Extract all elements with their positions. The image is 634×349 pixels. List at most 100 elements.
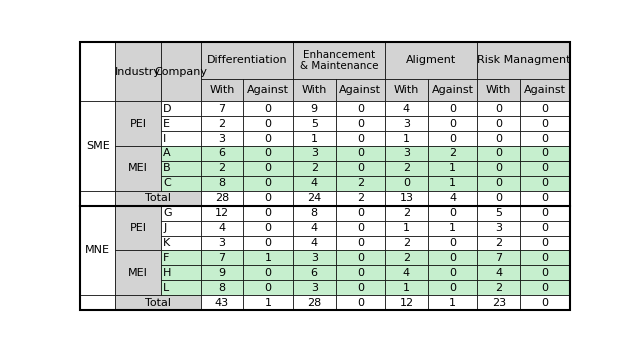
Text: Risk Managment: Risk Managment: [477, 55, 570, 66]
Text: 0: 0: [357, 134, 364, 143]
Bar: [243, 191, 293, 206]
Bar: [335, 265, 385, 280]
Text: K: K: [163, 238, 171, 248]
Bar: [520, 161, 569, 176]
Text: 2: 2: [219, 163, 226, 173]
Bar: [520, 221, 569, 236]
Text: 0: 0: [495, 163, 502, 173]
Text: 0: 0: [357, 119, 364, 129]
Text: 4: 4: [311, 238, 318, 248]
Text: G: G: [163, 208, 172, 218]
Bar: [385, 116, 428, 131]
Text: 0: 0: [495, 193, 502, 203]
Text: Industry: Industry: [115, 67, 161, 77]
Text: H: H: [163, 268, 172, 278]
Bar: [200, 146, 243, 161]
Bar: [520, 206, 569, 221]
Text: 0: 0: [449, 268, 456, 278]
Text: 0: 0: [541, 223, 548, 233]
Bar: [520, 79, 569, 101]
Bar: [293, 176, 335, 191]
Text: PEI: PEI: [130, 119, 146, 129]
Bar: [243, 280, 293, 295]
Text: 1: 1: [449, 298, 456, 307]
Text: 43: 43: [215, 298, 229, 307]
Bar: [243, 251, 293, 265]
Bar: [477, 79, 520, 101]
Text: 28: 28: [215, 193, 229, 203]
Bar: [293, 221, 335, 236]
Bar: [161, 116, 200, 131]
Text: 1: 1: [264, 298, 271, 307]
Text: Total: Total: [145, 298, 171, 307]
Bar: [293, 161, 335, 176]
Bar: [477, 236, 520, 251]
Text: 9: 9: [219, 268, 226, 278]
Bar: [428, 146, 477, 161]
Bar: [477, 265, 520, 280]
Bar: [520, 265, 569, 280]
Bar: [428, 265, 477, 280]
Bar: [293, 206, 335, 221]
Text: 0: 0: [357, 163, 364, 173]
Bar: [385, 43, 477, 79]
Bar: [243, 221, 293, 236]
Bar: [428, 101, 477, 116]
Bar: [335, 176, 385, 191]
Text: 0: 0: [264, 238, 271, 248]
Bar: [115, 206, 161, 251]
Bar: [293, 79, 335, 101]
Text: Against: Against: [524, 85, 566, 95]
Bar: [335, 236, 385, 251]
Text: 0: 0: [264, 208, 271, 218]
Text: With: With: [486, 85, 512, 95]
Bar: [161, 251, 200, 265]
Bar: [200, 101, 243, 116]
Text: 7: 7: [495, 253, 502, 263]
Bar: [161, 43, 200, 101]
Text: 1: 1: [449, 163, 456, 173]
Text: Against: Against: [432, 85, 474, 95]
Text: 0: 0: [495, 119, 502, 129]
Bar: [335, 221, 385, 236]
Text: 0: 0: [449, 208, 456, 218]
Text: 8: 8: [219, 283, 226, 293]
Text: 0: 0: [541, 178, 548, 188]
Text: 24: 24: [307, 193, 321, 203]
Bar: [293, 131, 335, 146]
Text: 2: 2: [495, 238, 502, 248]
Text: 0: 0: [541, 283, 548, 293]
Text: 3: 3: [219, 134, 226, 143]
Bar: [335, 146, 385, 161]
Text: 0: 0: [264, 283, 271, 293]
Text: 0: 0: [357, 268, 364, 278]
Bar: [200, 79, 243, 101]
Text: 2: 2: [449, 148, 456, 158]
Text: Company: Company: [155, 67, 207, 77]
Bar: [335, 206, 385, 221]
Bar: [428, 236, 477, 251]
Bar: [243, 131, 293, 146]
Bar: [200, 280, 243, 295]
Bar: [477, 280, 520, 295]
Bar: [385, 191, 428, 206]
Bar: [520, 280, 569, 295]
Bar: [385, 101, 428, 116]
Bar: [428, 176, 477, 191]
Text: 0: 0: [449, 134, 456, 143]
Text: 3: 3: [403, 119, 410, 129]
Bar: [520, 101, 569, 116]
Bar: [243, 116, 293, 131]
Bar: [428, 161, 477, 176]
Bar: [243, 206, 293, 221]
Text: 0: 0: [264, 163, 271, 173]
Text: 2: 2: [495, 283, 502, 293]
Bar: [520, 116, 569, 131]
Bar: [428, 295, 477, 310]
Text: 4: 4: [449, 193, 456, 203]
Text: 0: 0: [357, 238, 364, 248]
Bar: [115, 146, 161, 191]
Bar: [385, 251, 428, 265]
Bar: [335, 161, 385, 176]
Text: 5: 5: [311, 119, 318, 129]
